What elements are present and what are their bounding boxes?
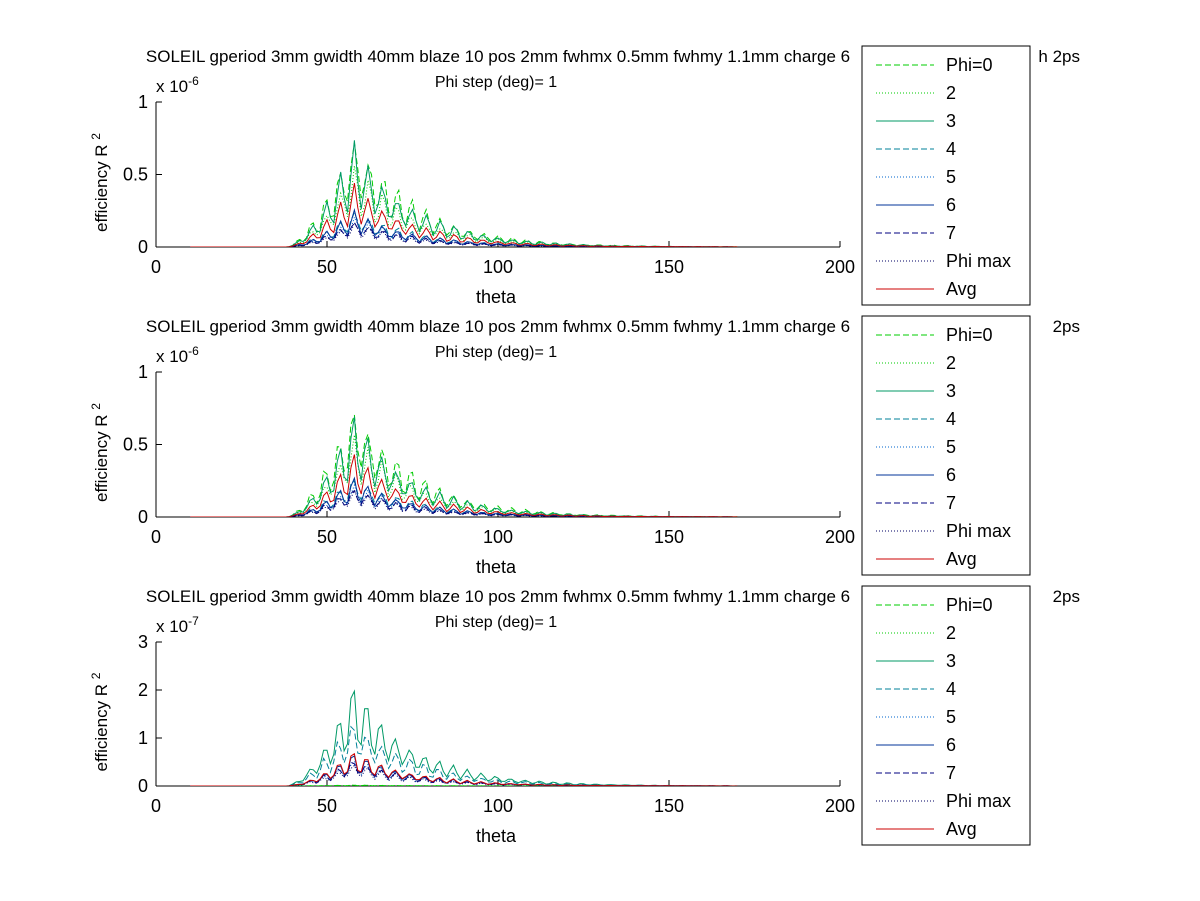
- y-exponent-power: -7: [188, 614, 199, 628]
- x-tick-label: 150: [654, 796, 684, 816]
- legend-label-7: 7: [946, 223, 956, 243]
- x-tick-label: 100: [483, 796, 513, 816]
- legend-label-9: Avg: [946, 549, 977, 569]
- chart-title: SOLEIL gperiod 3mm gwidth 40mm blaze 10 …: [146, 47, 850, 66]
- x-tick-label: 0: [151, 527, 161, 547]
- x-tick-label: 100: [483, 257, 513, 277]
- x-axis-label: theta: [476, 287, 517, 307]
- x-tick-label: 150: [654, 527, 684, 547]
- x-axis-label: theta: [476, 826, 517, 846]
- y-tick-label: 1: [138, 728, 148, 748]
- x-tick-label: 200: [825, 257, 855, 277]
- y-tick-label: 0: [138, 237, 148, 257]
- legend-label-2: 2: [946, 353, 956, 373]
- series-line-4: [190, 480, 738, 517]
- chart-title-tail: 2ps: [1053, 587, 1080, 606]
- series-line-3: [190, 416, 738, 517]
- y-tick-label: 2: [138, 680, 148, 700]
- legend-label-1: Phi=0: [946, 55, 993, 75]
- chart-panel-2: SOLEIL gperiod 3mm gwidth 40mm blaze 10 …: [89, 315, 1080, 577]
- legend-label-5: 5: [946, 437, 956, 457]
- chart-panel-1: SOLEIL gperiod 3mm gwidth 40mm blaze 10 …: [89, 45, 1080, 307]
- legend-label-7: 7: [946, 763, 956, 783]
- y-tick-label: 1: [138, 92, 148, 112]
- y-axis-label: efficiency R 2: [89, 672, 111, 771]
- chart-title: SOLEIL gperiod 3mm gwidth 40mm blaze 10 …: [146, 587, 850, 606]
- legend-label-3: 3: [946, 651, 956, 671]
- y-exponent-power: -6: [188, 74, 199, 88]
- chart-title-tail: h 2ps: [1038, 47, 1080, 66]
- y-axis-label-sup: 2: [89, 133, 103, 140]
- series-line-3: [190, 689, 738, 786]
- series-line-9: [190, 183, 738, 247]
- legend-label-1: Phi=0: [946, 595, 993, 615]
- x-tick-label: 50: [317, 257, 337, 277]
- series-line-4: [190, 725, 738, 786]
- legend-label-6: 6: [946, 465, 956, 485]
- series-line-1: [190, 414, 738, 517]
- chart-title: SOLEIL gperiod 3mm gwidth 40mm blaze 10 …: [146, 317, 850, 336]
- legend-label-2: 2: [946, 83, 956, 103]
- y-axis-label: efficiency R 2: [89, 133, 111, 232]
- x-tick-label: 0: [151, 796, 161, 816]
- chart-title-tail: 2ps: [1053, 317, 1080, 336]
- x-tick-label: 100: [483, 527, 513, 547]
- y-axis-label-sup: 2: [89, 403, 103, 410]
- legend-label-8: Phi max: [946, 791, 1011, 811]
- series-line-2: [190, 784, 738, 786]
- x-tick-label: 200: [825, 527, 855, 547]
- chart-subtitle: Phi step (deg)= 1: [435, 74, 557, 91]
- legend-box: [861, 45, 1031, 306]
- series-line-2: [190, 165, 738, 247]
- legend-label-6: 6: [946, 735, 956, 755]
- legend-label-9: Avg: [946, 819, 977, 839]
- y-tick-label: 1: [138, 362, 148, 382]
- series-line-3: [190, 140, 738, 247]
- legend-label-1: Phi=0: [946, 325, 993, 345]
- y-tick-label: 0.5: [123, 165, 148, 185]
- x-tick-label: 0: [151, 257, 161, 277]
- legend-label-4: 4: [946, 409, 956, 429]
- legend-label-9: Avg: [946, 279, 977, 299]
- x-tick-label: 50: [317, 796, 337, 816]
- series-line-1: [190, 142, 738, 247]
- legend-label-7: 7: [946, 493, 956, 513]
- legend-label-4: 4: [946, 139, 956, 159]
- legend-label-5: 5: [946, 707, 956, 727]
- legend-label-5: 5: [946, 167, 956, 187]
- y-exponent-power: -6: [188, 344, 199, 358]
- legend-label-2: 2: [946, 623, 956, 643]
- y-tick-label: 0: [138, 507, 148, 527]
- series-line-5: [190, 215, 738, 247]
- legend-label-3: 3: [946, 111, 956, 131]
- y-exponent-label: x 10-7: [156, 614, 199, 636]
- y-tick-label: 3: [138, 632, 148, 652]
- legend-box: [861, 585, 1031, 846]
- x-axis-label: theta: [476, 557, 517, 577]
- legend-label-8: Phi max: [946, 251, 1011, 271]
- chart-subtitle: Phi step (deg)= 1: [435, 344, 557, 361]
- x-tick-label: 150: [654, 257, 684, 277]
- y-exponent-label: x 10-6: [156, 74, 199, 96]
- y-tick-label: 0: [138, 776, 148, 796]
- legend-label-3: 3: [946, 381, 956, 401]
- series-line-9: [190, 752, 738, 786]
- legend-box: [861, 315, 1031, 576]
- y-axis-label-sup: 2: [89, 672, 103, 679]
- y-tick-label: 0.5: [123, 435, 148, 455]
- legend-label-4: 4: [946, 679, 956, 699]
- y-exponent-label: x 10-6: [156, 344, 199, 366]
- x-tick-label: 50: [317, 527, 337, 547]
- series-line-9: [190, 454, 738, 517]
- legend-label-8: Phi max: [946, 521, 1011, 541]
- x-tick-label: 200: [825, 796, 855, 816]
- y-axis-label: efficiency R 2: [89, 403, 111, 502]
- chart-panel-3: SOLEIL gperiod 3mm gwidth 40mm blaze 10 …: [89, 585, 1080, 846]
- series-line-2: [190, 434, 738, 517]
- chart-subtitle: Phi step (deg)= 1: [435, 614, 557, 631]
- legend-label-6: 6: [946, 195, 956, 215]
